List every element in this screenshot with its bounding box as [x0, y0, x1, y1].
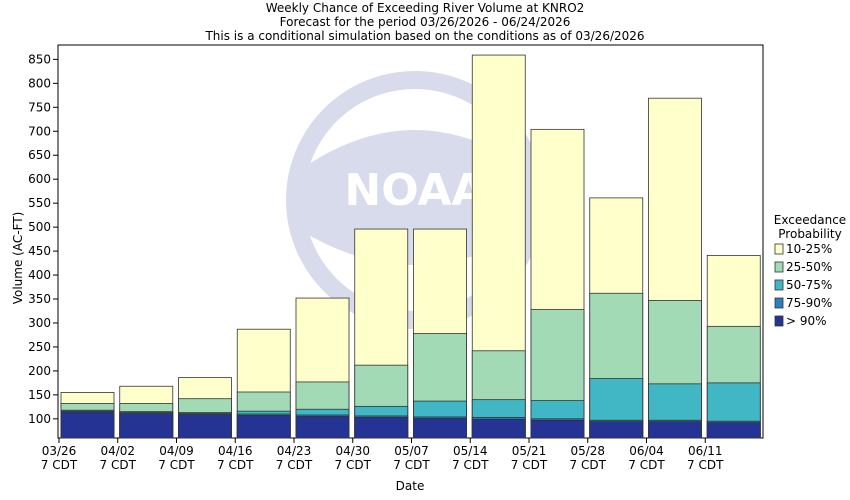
legend-label: 25-50%	[786, 260, 832, 274]
y-tick-label: 750	[28, 100, 51, 114]
svg-text:NOAA: NOAA	[344, 165, 485, 216]
bar--90--week-4	[236, 415, 291, 439]
x-tick-label-date: 04/16	[218, 444, 253, 458]
legend-swatch	[774, 297, 784, 309]
bar--90--week-3	[178, 414, 232, 439]
bars-layer	[60, 54, 761, 439]
bar--90--week-2	[119, 413, 174, 439]
x-tick-label-date: 04/30	[335, 444, 370, 458]
y-tick-label: 250	[28, 340, 51, 354]
x-axis-label: Date	[396, 479, 425, 493]
y-tick-label: 200	[28, 364, 51, 378]
y-tick-label: 100	[28, 412, 51, 426]
x-tick-label-time: 7 CDT	[570, 458, 607, 472]
bar--90--week-1	[60, 411, 115, 439]
y-tick-label: 650	[28, 148, 51, 162]
bar--90--week-8	[471, 418, 526, 439]
legend-title-line-2: Probability	[778, 227, 841, 241]
x-tick-label-date: 05/14	[453, 444, 488, 458]
y-tick-label: 400	[28, 268, 51, 282]
chart-title-line-3: This is a conditional simulation based o…	[204, 29, 644, 43]
x-tick-label-time: 7 CDT	[393, 458, 430, 472]
bar--90--week-12	[706, 422, 761, 439]
x-tick-label-date: 04/02	[100, 444, 135, 458]
x-tick-label-time: 7 CDT	[511, 458, 548, 472]
y-axis: 100 150 200 250 300 350 400 450 500 550 600 650 700 7…	[28, 52, 58, 426]
x-tick-label-date: 05/07	[394, 444, 429, 458]
y-tick-label: 150	[28, 388, 51, 402]
x-tick-label-time: 7 CDT	[158, 458, 195, 472]
y-tick-label: 300	[28, 316, 51, 330]
x-tick-label-time: 7 CDT	[628, 458, 665, 472]
y-tick-label: 550	[28, 196, 51, 210]
legend-label: 50-75%	[786, 278, 832, 292]
chart-title-line-2: Forecast for the period 03/26/2026 - 06/…	[280, 15, 571, 29]
legend-swatch	[774, 315, 784, 327]
y-axis-label: Volume (AC-FT)	[11, 212, 25, 305]
x-tick-label-date: 03/26	[42, 444, 77, 458]
x-tick-label-time: 7 CDT	[452, 458, 489, 472]
x-tick-label-date: 04/09	[159, 444, 194, 458]
bar--90--week-11	[648, 421, 702, 439]
legend-swatch	[774, 243, 784, 255]
x-tick-label-date: 06/04	[629, 444, 664, 458]
x-tick-label-time: 7 CDT	[335, 458, 372, 472]
bar--90--week-5	[295, 416, 350, 439]
chart-title-line-1: Weekly Chance of Exceeding River Volume …	[266, 1, 585, 15]
bar--90--week-10	[589, 421, 644, 439]
y-tick-label: 800	[28, 76, 51, 90]
legend-title-line-1: Exceedance	[774, 213, 846, 227]
x-tick-label-time: 7 CDT	[41, 458, 78, 472]
y-tick-label: 600	[28, 172, 51, 186]
legend-label: > 90%	[786, 314, 827, 328]
y-tick-label: 850	[28, 52, 51, 66]
bar--90--week-9	[530, 419, 585, 439]
legend: Exceedance Probability 10-25% 25-50% 50-75…	[774, 213, 846, 328]
y-tick-label: 450	[28, 244, 51, 258]
y-tick-label: 500	[28, 220, 51, 234]
x-tick-label-date: 04/23	[277, 444, 312, 458]
x-tick-label-time: 7 CDT	[687, 458, 724, 472]
plot-area	[57, 44, 764, 439]
y-tick-label: 700	[28, 124, 51, 138]
legend-label: 10-25%	[786, 242, 832, 256]
bar--90--week-7	[413, 417, 467, 439]
legend-swatch	[774, 261, 784, 273]
bar--90--week-6	[354, 416, 409, 439]
x-tick-label-time: 7 CDT	[276, 458, 313, 472]
legend-label: 75-90%	[786, 296, 832, 310]
x-tick-label-date: 05/21	[512, 444, 547, 458]
x-tick-label-time: 7 CDT	[100, 458, 137, 472]
legend-swatch	[774, 279, 784, 291]
x-tick-label-time: 7 CDT	[217, 458, 254, 472]
x-tick-label-date: 06/11	[688, 444, 723, 458]
y-tick-label: 350	[28, 292, 51, 306]
x-tick-label-date: 05/28	[570, 444, 605, 458]
